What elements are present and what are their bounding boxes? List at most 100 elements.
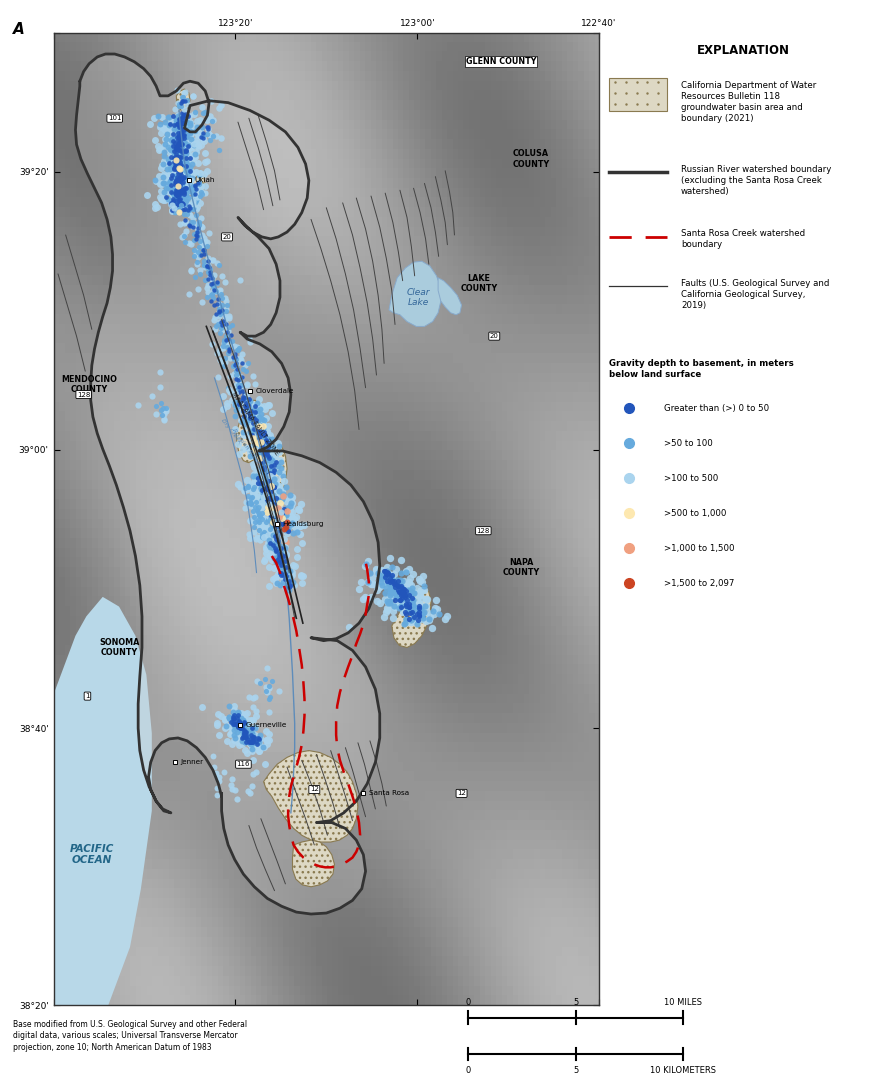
Point: [222, 717, 236, 735]
Point: [166, 137, 181, 154]
Point: [256, 424, 270, 441]
Point: [181, 201, 195, 218]
Point: [236, 713, 250, 730]
Point: [205, 112, 219, 129]
Point: [180, 152, 194, 170]
Point: [243, 497, 257, 514]
Point: [172, 196, 186, 213]
Point: [267, 454, 282, 472]
Point: [215, 301, 229, 318]
Point: [257, 453, 271, 471]
Point: [232, 380, 247, 398]
Point: [392, 592, 406, 610]
Point: [143, 116, 157, 134]
Point: [167, 191, 181, 209]
Point: [377, 608, 392, 625]
Point: [172, 133, 186, 150]
Polygon shape: [75, 54, 380, 914]
Point: [173, 183, 188, 200]
Point: [397, 572, 411, 589]
Point: [393, 580, 408, 598]
Point: [194, 177, 208, 195]
Point: [259, 722, 274, 739]
Point: [172, 151, 186, 168]
Point: [270, 512, 284, 529]
Point: [211, 290, 225, 308]
Point: [244, 495, 258, 512]
Point: [160, 158, 174, 175]
Point: [182, 154, 197, 172]
Point: [223, 725, 237, 742]
Point: [169, 180, 183, 198]
Point: [176, 173, 190, 190]
Point: [235, 383, 249, 400]
Point: [265, 515, 279, 533]
Point: [175, 170, 190, 187]
Point: [188, 146, 202, 163]
Point: [206, 277, 220, 295]
Point: [262, 489, 276, 507]
Point: [290, 540, 304, 558]
Point: [174, 97, 189, 114]
Point: [381, 594, 395, 611]
Point: [381, 564, 395, 582]
Point: [154, 190, 168, 208]
Point: [157, 173, 172, 190]
Point: [257, 450, 272, 467]
Point: [172, 152, 186, 170]
Point: [429, 591, 443, 609]
Point: [175, 147, 190, 164]
Point: [232, 711, 247, 728]
Point: [176, 147, 190, 164]
Point: [230, 341, 244, 359]
Point: [232, 367, 247, 385]
Point: [219, 324, 233, 341]
Point: [389, 561, 403, 578]
Point: [193, 121, 207, 138]
Point: [169, 201, 183, 218]
Point: [265, 551, 279, 569]
Point: [245, 418, 259, 436]
Point: [270, 551, 284, 569]
Point: [210, 779, 224, 797]
Point: [278, 560, 292, 577]
Point: [266, 503, 281, 521]
Point: [183, 173, 198, 190]
Point: [172, 148, 186, 165]
Point: [261, 477, 275, 495]
Point: [380, 559, 394, 576]
Point: [169, 136, 183, 153]
Point: [255, 463, 269, 480]
Point: [278, 551, 292, 569]
Point: [257, 455, 271, 473]
Point: [230, 720, 244, 737]
Point: [279, 567, 293, 585]
Point: [249, 474, 263, 491]
Point: [230, 350, 244, 367]
Point: [172, 177, 186, 195]
Point: [173, 129, 188, 147]
Point: [196, 238, 210, 255]
Point: [256, 488, 270, 505]
Point: [166, 193, 181, 211]
Point: [266, 438, 280, 455]
Point: [160, 177, 174, 195]
Point: [253, 475, 267, 492]
Point: [238, 714, 252, 732]
Point: [264, 492, 278, 510]
Point: [222, 709, 236, 726]
Point: [391, 589, 405, 607]
Point: [257, 670, 272, 687]
Point: [229, 354, 243, 372]
Point: [232, 395, 246, 412]
Point: [214, 320, 228, 337]
Point: [165, 177, 180, 195]
Point: [254, 738, 268, 755]
Point: [261, 477, 275, 495]
Point: [218, 710, 232, 727]
Point: [166, 137, 181, 154]
Point: [156, 405, 171, 423]
Point: [274, 504, 289, 522]
Point: [242, 493, 257, 511]
Point: [190, 113, 205, 130]
